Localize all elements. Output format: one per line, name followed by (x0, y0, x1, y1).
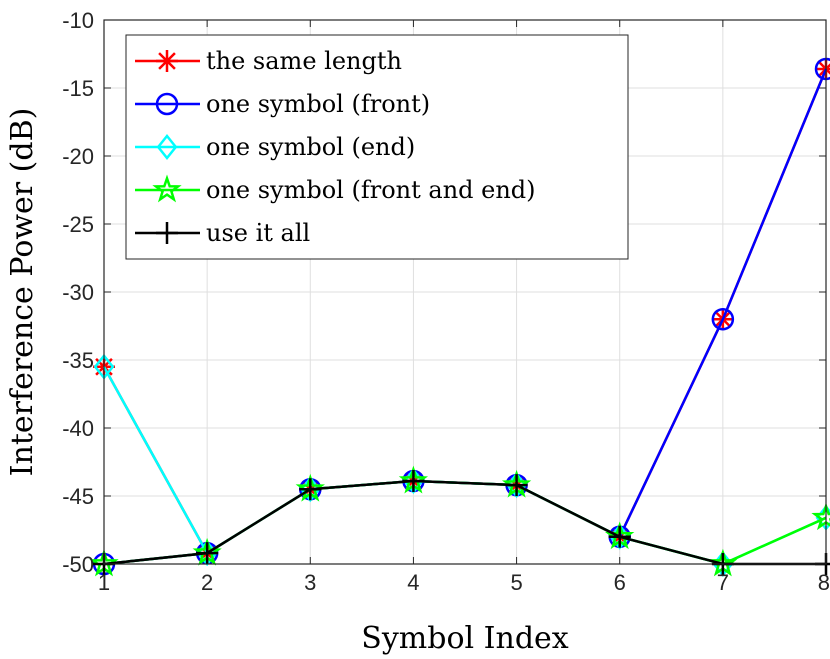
data-point (196, 542, 219, 565)
x-tick-label: 5 (510, 570, 522, 595)
data-point (505, 474, 528, 497)
series-group (89, 57, 830, 578)
x-tick-label: 4 (407, 570, 419, 595)
legend-marker (156, 50, 178, 72)
legend-label: the same length (206, 47, 402, 75)
legend-marker (152, 174, 182, 203)
x-tick-label: 6 (614, 570, 626, 595)
y-tick-label: -45 (62, 484, 94, 509)
legend-label: one symbol (end) (206, 133, 415, 161)
y-tick-label: -35 (62, 348, 94, 373)
legend-item: the same length (135, 47, 402, 75)
legend-marker (156, 133, 178, 161)
legend-marker (156, 222, 178, 244)
legend-box (125, 34, 629, 260)
legend-label: use it all (206, 219, 310, 247)
data-point (711, 307, 735, 331)
y-tick-label: -10 (62, 8, 94, 33)
data-point (608, 525, 631, 548)
x-tick-label: 1 (98, 570, 110, 595)
y-tick-label: -50 (62, 552, 94, 577)
x-tick-label: 3 (304, 570, 316, 595)
y-tick-label: -30 (62, 280, 94, 305)
legend-label: one symbol (front and end) (206, 176, 536, 204)
tick-labels: 1 2 3 4 5 6 7 8 -10 -15 -20 -25 -30 -35 -40 -45 -50 (62, 8, 830, 595)
series-line (103, 479, 826, 566)
legend-item: one symbol (end) (135, 133, 415, 161)
legend: the same length one symbol (front) one sym… (125, 34, 629, 260)
legend-marker (155, 92, 179, 116)
x-tick-label: 8 (818, 570, 830, 595)
plot-frame (103, 19, 827, 565)
x-axis-label: Symbol Index (361, 621, 568, 656)
data-point (402, 470, 425, 493)
x-tick-label: 7 (717, 570, 729, 595)
y-axis-label: Interference Power (dB) (5, 108, 40, 477)
legend-label: one symbol (front) (206, 90, 430, 118)
legend-item: use it all (135, 219, 310, 247)
y-tick-label: -40 (62, 416, 94, 441)
y-tick-label: -15 (62, 76, 94, 101)
y-tick-label: -20 (62, 144, 94, 169)
legend-item: one symbol (front) (135, 90, 430, 118)
x-tick-label: 2 (201, 570, 213, 595)
y-tick-label: -25 (62, 212, 94, 237)
data-point (299, 478, 322, 501)
legend-item: one symbol (front and end) (135, 174, 536, 204)
